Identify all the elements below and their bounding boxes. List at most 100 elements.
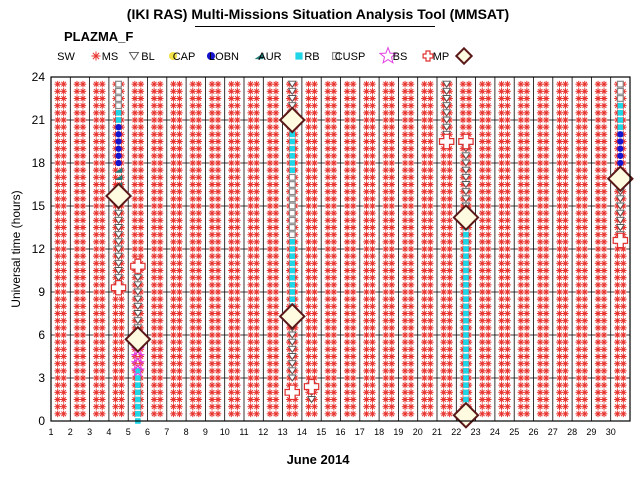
sw-point	[234, 159, 241, 167]
sw-point	[228, 310, 235, 317]
sw-point	[401, 238, 409, 246]
sw-point	[170, 131, 177, 138]
sw-point	[208, 181, 216, 188]
sw-point	[363, 231, 370, 238]
sw-point	[407, 252, 415, 260]
sw-point	[382, 123, 389, 131]
sw-point	[407, 374, 415, 382]
sw-point	[407, 95, 415, 102]
sw-point	[99, 274, 106, 281]
sw-point	[131, 88, 139, 95]
sw-point	[54, 102, 61, 109]
sw-point	[523, 174, 531, 181]
sw-point	[382, 288, 389, 296]
sw-point	[343, 403, 351, 410]
sw-point	[305, 295, 312, 303]
sw-point	[330, 95, 338, 102]
sw-point	[137, 138, 145, 145]
sw-point	[523, 217, 531, 224]
sw-point	[272, 238, 280, 246]
sw-point	[311, 224, 318, 231]
sw-point	[343, 202, 351, 210]
sw-point	[156, 295, 164, 303]
sw-point	[272, 303, 280, 310]
sw-point	[401, 138, 409, 145]
sw-point	[485, 138, 492, 145]
sw-point	[79, 95, 87, 102]
sw-point	[542, 80, 550, 88]
sw-point	[369, 338, 376, 346]
sw-point	[369, 353, 376, 360]
sw-point	[479, 324, 486, 332]
sw-point	[54, 360, 61, 367]
plot-frame	[50, 76, 631, 422]
sw-point	[440, 260, 447, 267]
point-ms	[287, 95, 297, 103]
sw-point	[536, 88, 544, 95]
sw-point	[176, 238, 183, 246]
sw-point	[195, 381, 202, 389]
sw-point	[620, 374, 627, 382]
sw-point	[401, 80, 409, 88]
sw-point	[266, 403, 274, 410]
sw-point	[562, 224, 569, 231]
sw-point	[382, 317, 389, 324]
sw-point	[324, 166, 332, 174]
sw-point	[266, 396, 274, 403]
sw-point	[60, 245, 67, 253]
sw-point	[93, 252, 100, 260]
sw-point	[575, 152, 582, 160]
sw-point	[575, 389, 582, 396]
sw-point	[73, 181, 81, 188]
sw-point	[343, 288, 351, 296]
sw-point	[99, 403, 106, 410]
sw-point	[594, 346, 602, 353]
sw-point	[504, 374, 511, 382]
sw-point	[517, 403, 525, 410]
sw-point	[523, 202, 531, 210]
sw-point	[324, 389, 332, 396]
sw-point	[523, 389, 531, 396]
sw-point	[401, 202, 409, 210]
sw-point	[517, 288, 525, 296]
sw-point	[542, 303, 550, 310]
sw-point	[421, 324, 428, 332]
sw-point	[523, 338, 531, 346]
sw-point	[93, 202, 100, 210]
sw-point	[388, 396, 395, 403]
sw-point	[60, 281, 67, 289]
sw-point	[208, 389, 216, 396]
sw-point	[189, 403, 196, 410]
sw-point	[266, 102, 274, 109]
sw-point	[388, 252, 395, 260]
sw-point	[253, 360, 260, 367]
sw-point	[504, 123, 511, 131]
point-aur	[463, 289, 469, 295]
sw-point	[286, 403, 293, 410]
sw-point	[498, 209, 505, 217]
sw-point	[407, 188, 415, 195]
sw-point	[266, 123, 274, 131]
sw-point	[228, 274, 235, 281]
sw-point	[479, 346, 486, 353]
sw-point	[214, 381, 222, 389]
sw-point	[208, 174, 216, 181]
sw-point	[156, 346, 164, 353]
sw-point	[305, 274, 312, 281]
sw-point	[581, 195, 588, 203]
sw-point	[330, 209, 338, 217]
sw-point	[330, 353, 338, 360]
y-tick-label: 12	[32, 242, 46, 256]
y-tick-label: 3	[38, 371, 45, 385]
sw-point	[93, 195, 100, 203]
sw-point	[427, 174, 434, 181]
sw-point	[60, 317, 67, 324]
legend-marker-mp	[454, 46, 474, 66]
sw-point	[73, 374, 81, 382]
sw-point	[176, 217, 183, 224]
sw-point	[536, 353, 544, 360]
sw-point	[228, 331, 235, 339]
sw-point	[620, 396, 627, 403]
sw-point	[324, 224, 332, 231]
sw-point	[73, 310, 81, 317]
